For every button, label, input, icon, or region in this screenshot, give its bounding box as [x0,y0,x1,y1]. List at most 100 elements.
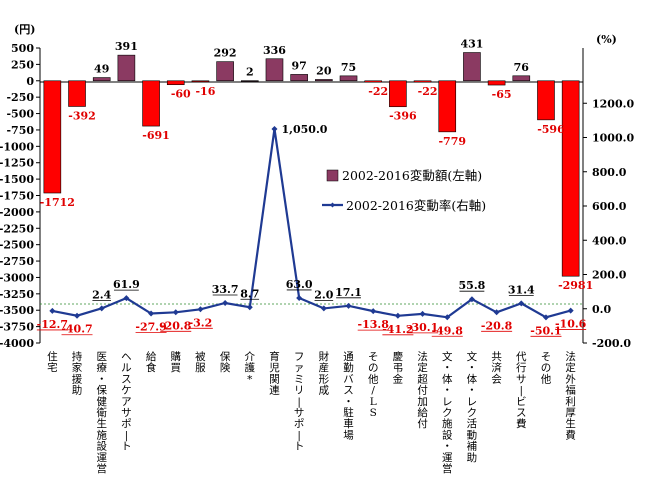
category-label: 法定超付加給付 [417,350,428,430]
amount-bar [166,80,185,86]
rate-point [493,309,500,316]
category-label: 育児関連 [269,350,280,397]
left-tick-label: -1250 [0,157,34,170]
category-label: その他 [541,351,552,385]
rate-data-label: -27.9 [135,321,166,334]
amount-bar-labels: -1712 -392 49 391 -691 -60 -16 292 2 336 97 20 75 -22… [40,38,594,293]
left-tick-label: -3250 [0,288,34,301]
amount-bar-label: -60 [171,88,191,101]
category-label: ヘルスケアサポ|ト [121,351,132,453]
right-axis-ticks: 1200.0 1000.0 800.0 600.0 400.0 200.0 0.0 -200.… [583,97,634,350]
amount-bar-label: -65 [492,88,512,101]
left-tick-label: -1750 [0,190,34,203]
left-tick-label: -3750 [0,321,34,334]
amount-bar [265,58,284,82]
right-tick-label: 800.0 [592,166,627,179]
amount-bar [315,79,333,82]
rate-point [542,314,549,321]
left-tick-label: -1500 [0,173,34,186]
amount-bar-label: -1712 [40,196,75,209]
rate-point [123,295,130,302]
amount-bar-label: -2981 [558,279,593,292]
rate-data-label: 1,050.0 [282,123,328,136]
right-tick-label: 200.0 [592,269,627,282]
category-label: 給食 [146,350,157,374]
rate-data-label: 2.4 [92,288,111,301]
amount-bar-label: -16 [195,85,215,98]
left-tick-label: -3500 [0,304,34,317]
amount-bar-label: -691 [142,129,170,142]
rate-point [518,300,525,307]
category-label: 持家援助 [72,350,83,397]
rate-point [345,302,352,309]
rate-data-label: -10.6 [555,318,587,331]
left-tick-label: -250 [6,91,34,104]
amount-bar [216,61,234,82]
amount-bar-label: 49 [94,63,109,76]
left-tick-label: -2250 [0,222,34,235]
rate-point [296,294,303,301]
rate-data-label: -50.1 [530,324,561,337]
amount-bar-label: -596 [537,123,565,136]
amount-bar [512,75,531,82]
left-axis-ticks: 500 250 0 -250 -500 -750 -1000 -1250 -1500 -1750 -… [0,42,40,350]
rate-data-label: -40.7 [61,323,92,336]
amount-bar-label: 431 [460,38,483,51]
amount-bars [43,52,580,277]
rate-point [246,304,253,311]
rate-data-label: 2.0 [314,288,333,301]
category-label: 医療・保健衛生施設運営 [96,351,107,475]
rate-data-label: 33.7 [212,283,239,296]
legend-line-label: 2002-2016変動率(右軸) [346,198,486,213]
rate-data-label: -41.2 [382,323,413,336]
rate-line [52,128,571,319]
amount-bar-label: -392 [68,109,96,122]
legend-line-marker [330,202,335,208]
rate-point [567,307,574,314]
rate-data-label: -20.8 [160,319,192,332]
amount-bar [364,80,383,83]
legend-bar-swatch [326,169,339,182]
left-tick-label: -3000 [0,271,34,284]
rate-data-labels: -12.7-40.72.461.9-27.9-20.8-3.233.7 8.71,… [37,123,587,337]
right-tick-label: -200.0 [592,337,631,350]
category-label: その他/L S [368,351,379,419]
left-tick-label: -2750 [0,255,34,268]
amount-bar-label: 391 [115,40,138,53]
category-label: 住宅 [47,350,58,374]
category-label: 文・体・レク施設・運営 [442,350,453,475]
amount-bar-label: 336 [263,44,286,57]
rate-data-label: 61.9 [113,278,140,291]
rate-data-label: 17.1 [335,286,362,299]
amount-bar [117,54,136,82]
amount-bar-label: -779 [438,135,466,148]
category-label: 法定外福利厚生費 [565,350,576,441]
rate-data-label: -49.8 [432,324,464,337]
amount-bar [43,80,62,194]
right-tick-label: 1200.0 [592,97,634,110]
rate-point [370,308,377,315]
amount-bar [389,80,407,108]
amount-bar-label: 97 [292,59,307,72]
category-label: 介護* [245,351,256,385]
category-label: ファミリ|サポ|ト [294,351,305,453]
rate-point [394,312,401,319]
amount-bar [92,77,111,82]
amount-bar [487,80,506,86]
rate-data-label: -20.8 [481,319,513,332]
left-tick-label: -2000 [0,206,34,219]
category-label: 購買 [171,350,182,374]
rate-data-label: 63.0 [286,278,313,291]
rate-data-label: -30.1 [407,321,438,334]
amount-bar-label: 20 [316,64,332,77]
right-tick-label: 400.0 [592,234,627,247]
category-label: 被服 [195,350,206,374]
rate-point [419,310,426,317]
left-tick-label: 250 [11,58,34,71]
left-tick-label: -4000 [0,337,34,350]
rate-point [98,305,105,312]
category-label: 財産形成 [319,350,330,397]
rate-point [197,306,204,313]
